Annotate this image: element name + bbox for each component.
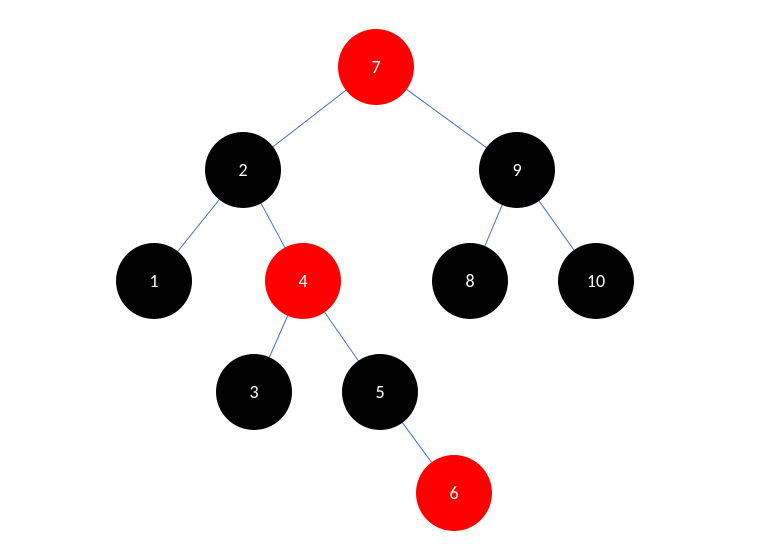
tree-node-label: 8 xyxy=(465,272,474,290)
tree-node: 8 xyxy=(432,243,508,319)
tree-node-label: 3 xyxy=(249,383,258,401)
tree-node: 3 xyxy=(216,354,292,430)
tree-edge xyxy=(539,201,574,250)
tree-edge xyxy=(269,316,287,357)
tree-node-label: 7 xyxy=(371,58,380,76)
tree-node-label: 10 xyxy=(587,272,605,290)
tree-node: 2 xyxy=(205,132,281,208)
tree-node-label: 6 xyxy=(449,484,458,502)
tree-node: 9 xyxy=(479,132,555,208)
tree-edge xyxy=(273,90,346,146)
tree-node: 7 xyxy=(338,29,414,105)
tree-node: 6 xyxy=(416,455,492,531)
tree-node: 10 xyxy=(558,243,634,319)
tree-node-label: 5 xyxy=(375,383,384,401)
tree-node: 4 xyxy=(265,243,341,319)
tree-node-label: 9 xyxy=(512,161,521,179)
tree-edge xyxy=(178,200,219,252)
tree-node-label: 1 xyxy=(149,272,158,290)
tree-edge xyxy=(261,203,285,247)
tree-node: 1 xyxy=(116,243,192,319)
tree-node-label: 4 xyxy=(298,272,307,290)
tree-edge xyxy=(407,89,487,147)
tree-node: 5 xyxy=(342,354,418,430)
tree-edge xyxy=(325,312,359,361)
red-black-tree-diagram: 7 2 9 1 4 8 10 3 5 6 xyxy=(0,0,767,544)
tree-edge xyxy=(485,205,502,246)
tree-edge xyxy=(402,423,431,463)
tree-node-label: 2 xyxy=(238,161,247,179)
